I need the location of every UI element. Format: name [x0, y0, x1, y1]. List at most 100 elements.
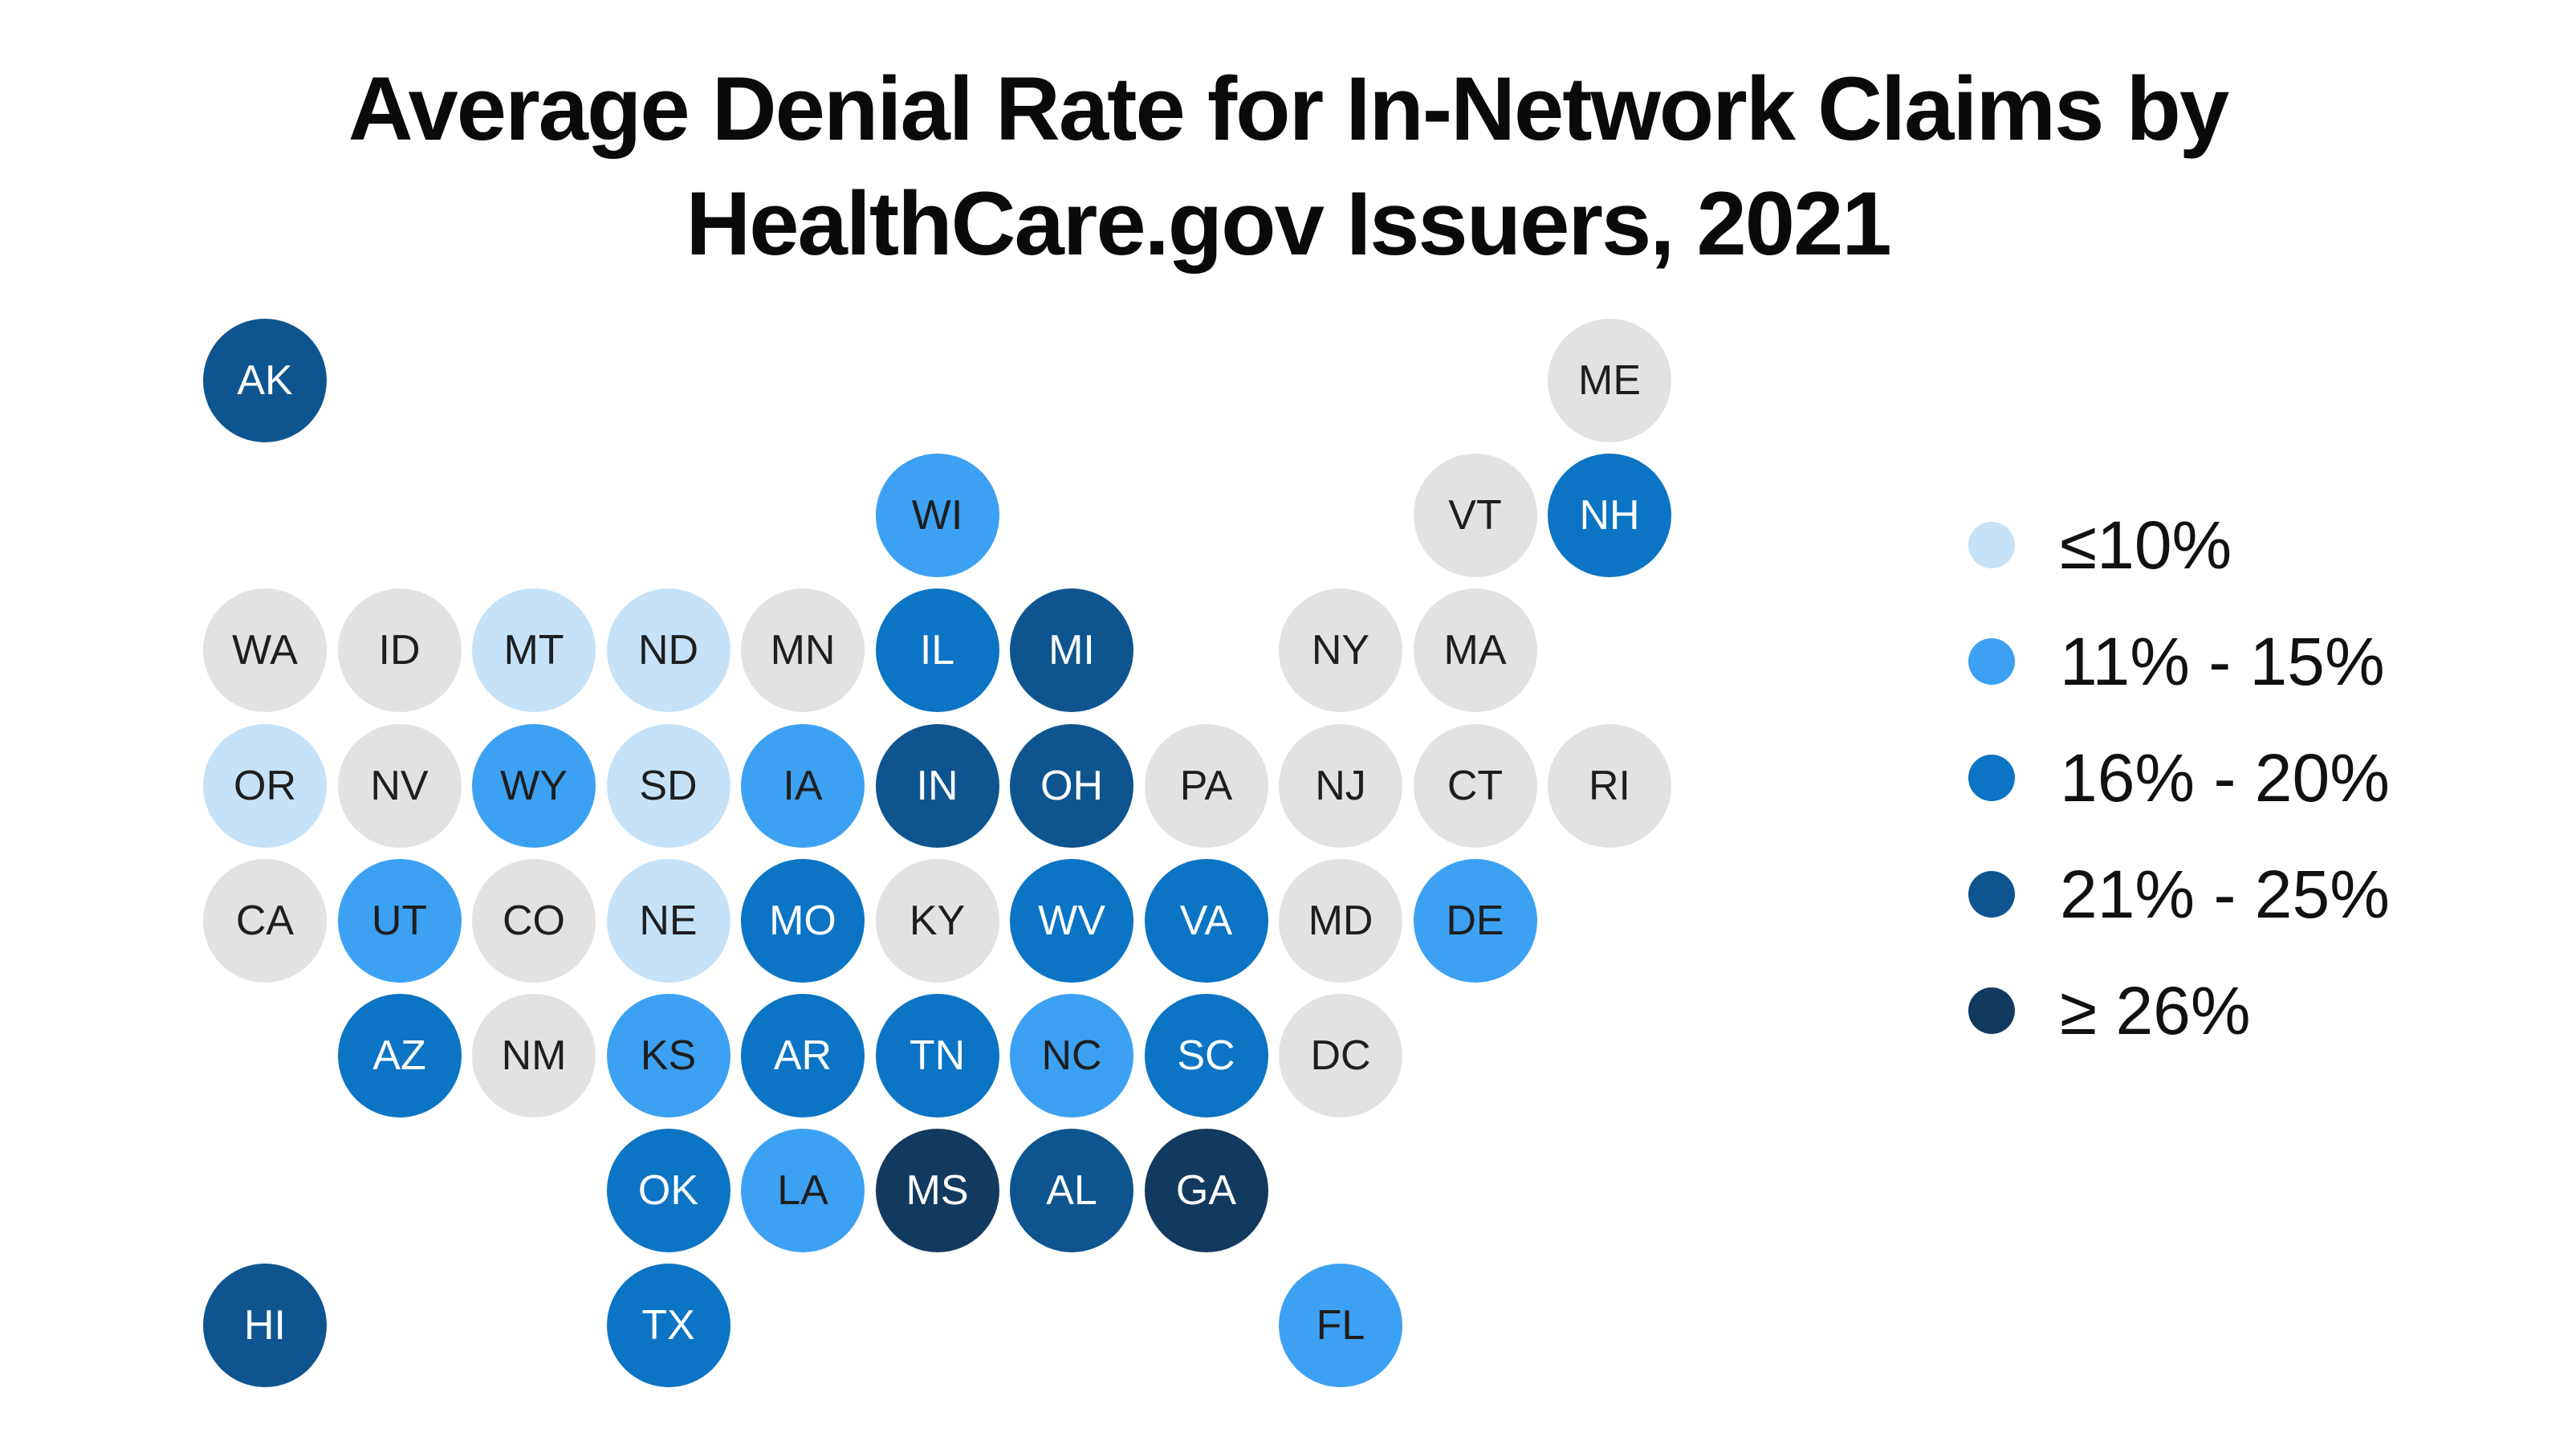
state-label-co: CO — [503, 897, 565, 944]
state-label-ms: MS — [905, 1167, 969, 1215]
state-tile-ks: KS — [606, 994, 730, 1117]
state-label-sc: SC — [1177, 1032, 1235, 1079]
state-tile-la: LA — [741, 1129, 865, 1253]
state-label-in: IN — [916, 762, 958, 809]
state-label-me: ME — [1578, 357, 1641, 404]
state-tile-tn: TN — [875, 994, 999, 1117]
state-label-hi: HI — [244, 1302, 286, 1349]
state-tile-sc: SC — [1144, 994, 1268, 1117]
state-tile-nv: NV — [337, 723, 462, 848]
state-tile-pa: PA — [1144, 723, 1268, 848]
chart-title-line-1: Average Denial Rate for In-Network Claim… — [348, 59, 2229, 159]
state-tile-nd: ND — [606, 588, 730, 713]
state-label-ga: GA — [1175, 1167, 1237, 1215]
state-label-ri: RI — [1589, 762, 1630, 809]
legend-label: ≥ 26% — [2060, 972, 2251, 1048]
legend-label: ≤10% — [2060, 507, 2232, 583]
state-label-mi: MI — [1048, 627, 1095, 674]
state-tile-az: AZ — [337, 994, 462, 1117]
state-tile-hi: HI — [203, 1264, 327, 1388]
state-label-nc: NC — [1041, 1032, 1102, 1079]
state-label-mo: MO — [769, 897, 836, 944]
state-label-mn: MN — [770, 627, 836, 674]
state-label-ok: OK — [637, 1167, 699, 1215]
state-tile-ar: AR — [741, 994, 865, 1117]
state-label-wa: WA — [232, 627, 298, 674]
legend-item-1: 11% - 15% — [1968, 627, 2390, 695]
state-tile-wv: WV — [1010, 858, 1133, 983]
state-tile-ia: IA — [741, 723, 865, 848]
state-tile-co: CO — [472, 858, 596, 983]
state-label-nd: ND — [637, 627, 699, 674]
state-tile-de: DE — [1413, 858, 1537, 983]
state-label-il: IL — [919, 627, 955, 674]
state-tile-nh: NH — [1548, 454, 1671, 578]
state-label-pa: PA — [1179, 762, 1233, 809]
state-tile-ne: NE — [606, 858, 730, 983]
legend-swatch-icon — [1968, 754, 2015, 801]
state-label-va: VA — [1179, 897, 1233, 944]
state-tile-vt: VT — [1413, 454, 1537, 578]
state-tile-mi: MI — [1010, 588, 1133, 713]
legend-item-4: ≥ 26% — [1968, 976, 2390, 1044]
state-tile-al: AL — [1010, 1129, 1133, 1253]
legend-label: 16% - 20% — [2060, 739, 2390, 816]
state-tile-nc: NC — [1010, 994, 1133, 1117]
state-tile-nj: NJ — [1279, 723, 1402, 848]
state-tile-tx: TX — [606, 1264, 730, 1388]
state-label-ne: NE — [639, 897, 698, 944]
state-tile-ma: MA — [1413, 588, 1537, 713]
state-label-ma: MA — [1443, 627, 1507, 674]
chart-title: Average Denial Rate for In-Network Claim… — [0, 51, 2576, 282]
legend-swatch-icon — [1968, 521, 2015, 568]
state-tile-or: OR — [203, 723, 327, 848]
state-tile-nm: NM — [472, 994, 596, 1117]
state-label-tx: TX — [641, 1302, 695, 1349]
state-label-ar: AR — [773, 1032, 832, 1079]
state-tile-ny: NY — [1279, 588, 1402, 713]
state-tile-mo: MO — [741, 858, 865, 983]
state-tile-md: MD — [1279, 858, 1402, 983]
state-label-ky: KY — [909, 897, 966, 944]
state-label-id: ID — [378, 627, 421, 674]
state-tile-va: VA — [1144, 858, 1268, 983]
state-label-nh: NH — [1579, 492, 1640, 539]
state-tile-me: ME — [1548, 319, 1671, 442]
state-label-nj: NJ — [1315, 762, 1366, 809]
state-label-wy: WY — [500, 762, 568, 809]
state-label-wv: WV — [1038, 897, 1105, 944]
state-label-ak: AK — [237, 357, 293, 404]
state-tile-oh: OH — [1010, 723, 1133, 848]
state-label-la: LA — [777, 1167, 828, 1215]
state-tile-ri: RI — [1548, 723, 1671, 848]
state-label-al: AL — [1046, 1167, 1097, 1215]
state-tile-ct: CT — [1413, 723, 1537, 848]
state-label-nm: NM — [501, 1032, 567, 1079]
legend: ≤10% 11% - 15% 16% - 20% 21% - 25% ≥ 26% — [1968, 511, 2390, 1044]
legend-item-3: 21% - 25% — [1968, 860, 2390, 928]
state-tile-in: IN — [875, 723, 999, 848]
state-label-az: AZ — [372, 1032, 426, 1079]
state-label-sd: SD — [639, 762, 698, 809]
legend-swatch-icon — [1968, 870, 2015, 918]
state-label-oh: OH — [1040, 762, 1103, 809]
legend-label: 21% - 25% — [2060, 856, 2390, 932]
state-tile-ga: GA — [1144, 1129, 1268, 1253]
state-tile-ms: MS — [875, 1129, 999, 1253]
state-label-de: DE — [1446, 897, 1504, 944]
state-tile-mn: MN — [741, 588, 865, 713]
state-label-dc: DC — [1310, 1032, 1371, 1079]
state-label-tn: TN — [909, 1032, 966, 1079]
state-label-ks: KS — [640, 1032, 697, 1079]
state-label-nv: NV — [370, 762, 429, 809]
legend-swatch-icon — [1968, 987, 2015, 1034]
state-label-ia: IA — [783, 762, 823, 809]
state-label-ny: NY — [1311, 627, 1370, 674]
state-tile-fl: FL — [1279, 1264, 1402, 1388]
legend-item-0: ≤10% — [1968, 511, 2390, 579]
state-tile-sd: SD — [606, 723, 730, 848]
state-label-ct: CT — [1447, 762, 1504, 809]
chart-title-line-2: HealthCare.gov Issuers, 2021 — [686, 173, 1891, 275]
state-label-fl: FL — [1316, 1302, 1365, 1349]
